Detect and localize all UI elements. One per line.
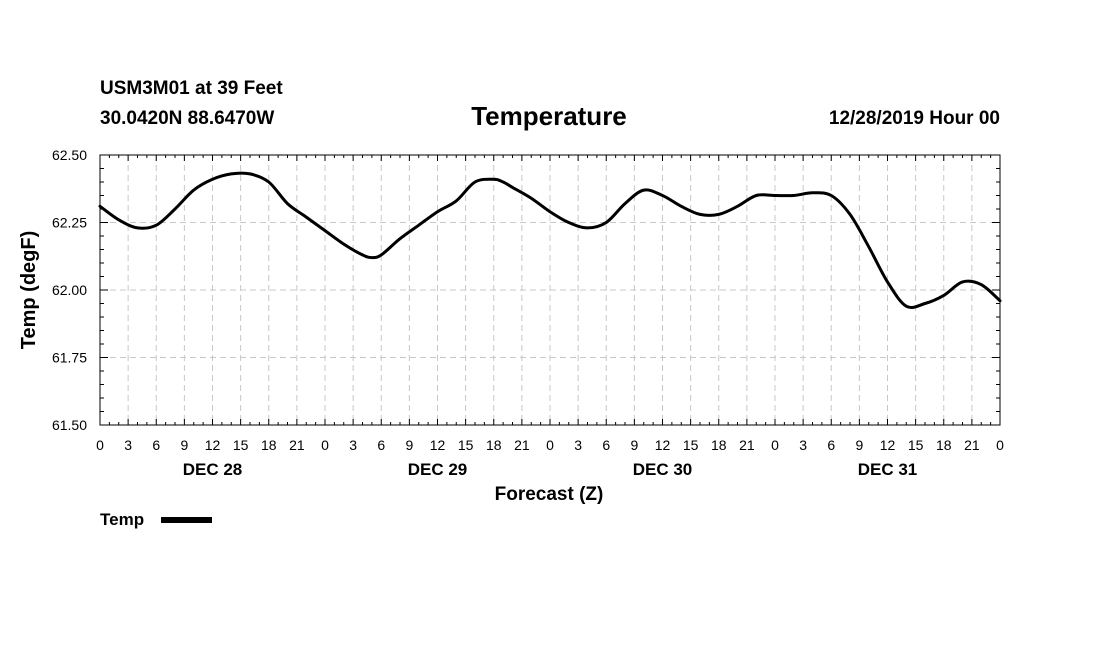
x-tick-label: 0: [771, 437, 779, 453]
x-tick-label: 12: [880, 437, 896, 453]
x-tick-label: 9: [180, 437, 188, 453]
x-tick-label: 15: [233, 437, 249, 453]
x-tick-label: 6: [827, 437, 835, 453]
x-tick-label: 3: [349, 437, 357, 453]
x-tick-label: 3: [124, 437, 132, 453]
station-title: USM3M01 at 39 Feet: [100, 78, 283, 99]
x-tick-label: 9: [630, 437, 638, 453]
x-tick-label: 9: [405, 437, 413, 453]
station-location: 30.0420N 88.6470W: [100, 108, 274, 129]
y-tick-label: 61.50: [52, 417, 87, 433]
legend-label: Temp: [100, 510, 144, 529]
y-tick-label: 62.50: [52, 147, 87, 163]
x-tick-label: 0: [96, 437, 104, 453]
y-tick-label: 62.00: [52, 282, 87, 298]
x-tick-label: 21: [739, 437, 755, 453]
x-tick-label: 15: [908, 437, 924, 453]
date-label: DEC 31: [858, 460, 918, 479]
series-layer: [98, 171, 1002, 310]
issued-time: 12/28/2019 Hour 00: [829, 108, 1000, 129]
x-tick-label: 0: [546, 437, 554, 453]
x-tick-label: 6: [152, 437, 160, 453]
x-tick-label: 3: [799, 437, 807, 453]
x-tick-label: 12: [655, 437, 671, 453]
date-label: DEC 29: [408, 460, 468, 479]
x-tick-label: 9: [855, 437, 863, 453]
x-axis-label: Forecast (Z): [495, 484, 604, 505]
x-tick-label: 18: [261, 437, 277, 453]
x-tick-label: 12: [205, 437, 221, 453]
y-axis-label: Temp (degF): [18, 231, 40, 350]
x-tick-label: 15: [458, 437, 474, 453]
date-label: DEC 30: [633, 460, 693, 479]
grid-lines: [100, 155, 1000, 425]
series-line-temp: [98, 171, 1002, 310]
y-tick-label: 62.25: [52, 215, 87, 231]
x-tick-label: 21: [514, 437, 530, 453]
y-axis-ticks: 61.50 61.75 62.00 62.25 62.50: [52, 147, 1000, 433]
x-tick-label: 3: [574, 437, 582, 453]
x-tick-label: 6: [602, 437, 610, 453]
x-tick-label: 12: [430, 437, 446, 453]
x-tick-label: 15: [683, 437, 699, 453]
x-tick-label: 0: [321, 437, 329, 453]
x-tick-label: 21: [289, 437, 305, 453]
plot-frame: [99, 154, 1001, 426]
chart-title: Temperature: [471, 101, 627, 131]
x-tick-label: 21: [964, 437, 980, 453]
date-label: DEC 28: [183, 460, 243, 479]
x-tick-label: 6: [377, 437, 385, 453]
date-labels: DEC 28 DEC 29 DEC 30 DEC 31: [183, 460, 918, 479]
x-tick-label: 0: [996, 437, 1004, 453]
y-tick-label: 61.75: [52, 350, 87, 366]
legend: Temp: [100, 510, 212, 529]
x-tick-label: 18: [936, 437, 952, 453]
x-tick-label: 18: [711, 437, 727, 453]
x-tick-label: 18: [486, 437, 502, 453]
